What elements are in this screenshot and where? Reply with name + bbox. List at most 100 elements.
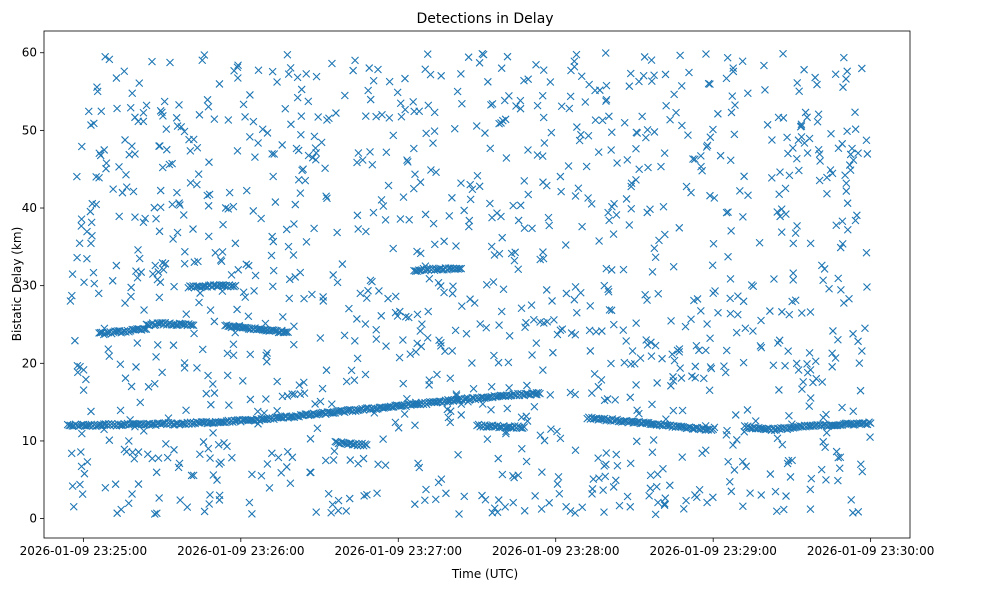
data-point	[142, 101, 151, 110]
data-point	[377, 196, 386, 204]
data-point	[613, 159, 621, 167]
data-point	[822, 475, 830, 484]
data-point	[433, 370, 441, 379]
data-point	[507, 249, 516, 258]
data-point	[658, 354, 666, 363]
data-point	[684, 131, 692, 139]
data-point	[132, 267, 140, 276]
data-point	[263, 349, 271, 357]
data-point	[741, 324, 750, 333]
data-point	[843, 225, 852, 234]
data-point	[646, 484, 655, 493]
data-point	[319, 297, 328, 305]
data-point	[803, 113, 811, 122]
data-point	[570, 295, 579, 304]
data-point	[381, 461, 390, 470]
data-point	[601, 49, 610, 57]
data-point	[812, 374, 821, 383]
data-point	[528, 351, 536, 359]
data-point	[398, 336, 407, 344]
data-point	[788, 144, 797, 152]
data-point	[655, 236, 663, 245]
data-point	[600, 281, 609, 290]
data-point	[276, 413, 285, 422]
data-point	[803, 149, 812, 157]
data-point	[627, 417, 636, 426]
data-point	[325, 408, 333, 416]
data-point	[501, 423, 510, 432]
data-point	[219, 281, 227, 289]
data-point	[310, 224, 318, 233]
data-point	[430, 127, 439, 135]
data-point	[312, 508, 321, 516]
data-point	[509, 498, 518, 507]
data-point	[311, 144, 320, 153]
data-point	[251, 271, 260, 280]
data-point	[211, 248, 220, 257]
data-point	[702, 50, 710, 58]
data-point	[115, 162, 123, 171]
data-point	[584, 131, 593, 140]
data-point	[133, 325, 141, 333]
data-point	[582, 162, 591, 171]
data-point	[249, 117, 258, 126]
data-point	[298, 166, 306, 175]
data-point	[328, 408, 337, 417]
data-point	[354, 459, 363, 468]
data-point	[188, 321, 196, 329]
data-point	[479, 50, 488, 59]
data-point	[639, 71, 648, 80]
data-point	[104, 345, 113, 354]
data-point	[626, 393, 635, 402]
data-point	[101, 52, 110, 61]
data-point	[423, 50, 432, 59]
data-point	[397, 112, 406, 121]
data-point	[436, 342, 445, 350]
data-point	[131, 150, 139, 158]
data-point	[706, 133, 715, 142]
data-point	[424, 101, 433, 110]
data-point	[609, 320, 618, 329]
data-point	[794, 366, 803, 374]
data-point	[254, 139, 263, 147]
data-point	[362, 440, 371, 449]
data-point	[706, 80, 714, 89]
data-point	[79, 386, 88, 395]
data-point	[597, 375, 606, 384]
data-point	[284, 70, 293, 79]
data-point	[578, 222, 586, 231]
data-point	[204, 371, 212, 380]
data-point	[650, 244, 659, 253]
data-point	[152, 353, 160, 361]
data-point	[323, 116, 331, 124]
data-point	[90, 279, 99, 288]
data-point	[524, 146, 532, 154]
data-point	[690, 296, 698, 305]
data-point	[291, 273, 300, 281]
data-point	[770, 275, 778, 283]
data-point	[828, 349, 837, 358]
data-point	[127, 283, 136, 292]
data-point	[661, 70, 670, 79]
data-point	[195, 450, 204, 459]
data-point	[574, 184, 583, 193]
data-point	[773, 434, 782, 443]
data-point	[783, 133, 791, 142]
data-point	[723, 426, 731, 435]
data-point	[524, 190, 533, 199]
data-point	[509, 201, 518, 210]
data-point	[738, 457, 747, 466]
data-point	[492, 392, 500, 401]
data-point	[291, 200, 300, 209]
data-point	[643, 340, 652, 349]
data-point	[539, 254, 548, 263]
data-point	[313, 424, 322, 433]
data-point	[273, 377, 282, 386]
data-point	[801, 108, 810, 117]
data-point	[231, 239, 240, 248]
data-point	[86, 207, 95, 216]
data-point	[501, 502, 510, 511]
data-point	[215, 80, 224, 88]
data-point	[832, 447, 841, 456]
data-point	[127, 382, 136, 391]
